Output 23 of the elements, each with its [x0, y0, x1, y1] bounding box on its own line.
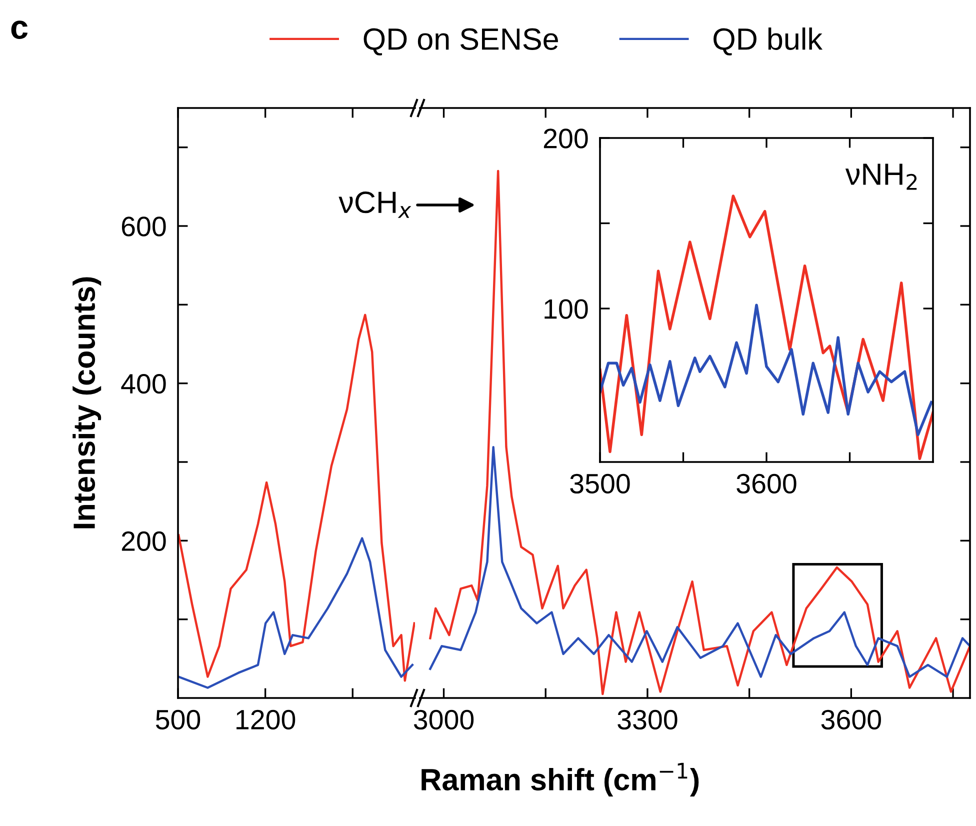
- y-tick-label: 100: [544, 299, 588, 319]
- y-tick-label: 400: [121, 374, 166, 394]
- text: c: [11, 20, 28, 39]
- y-tick-label: 200: [544, 128, 588, 148]
- x-tick-label: 3600: [821, 710, 881, 730]
- line-series: [600, 304, 933, 436]
- x-tick-label: 3600: [736, 474, 796, 494]
- y-tick-label: 200: [122, 531, 166, 552]
- x-tick-label: 500: [156, 710, 200, 730]
- x-axis-title: Raman shift (cm$^{−1}$): [422, 762, 699, 797]
- line-series: [178, 314, 415, 682]
- x-tick-label: 3300: [618, 710, 678, 730]
- x-tick-label: 3000: [414, 710, 474, 730]
- x-tick-label: 3500: [570, 474, 630, 494]
- y-axis-title: Intensity (counts): [72, 277, 102, 528]
- legend-label: QD bulk: [714, 28, 823, 56]
- line-series: [178, 537, 414, 689]
- annotation: νCH$_{x}$: [338, 192, 412, 218]
- line-series: [600, 194, 933, 460]
- annotation: νNH$_{2}$: [845, 164, 917, 190]
- legend-label: QD on SENSe: [364, 28, 558, 56]
- y-tick-label: 600: [122, 216, 166, 236]
- x-tick-label: 1200: [236, 710, 296, 730]
